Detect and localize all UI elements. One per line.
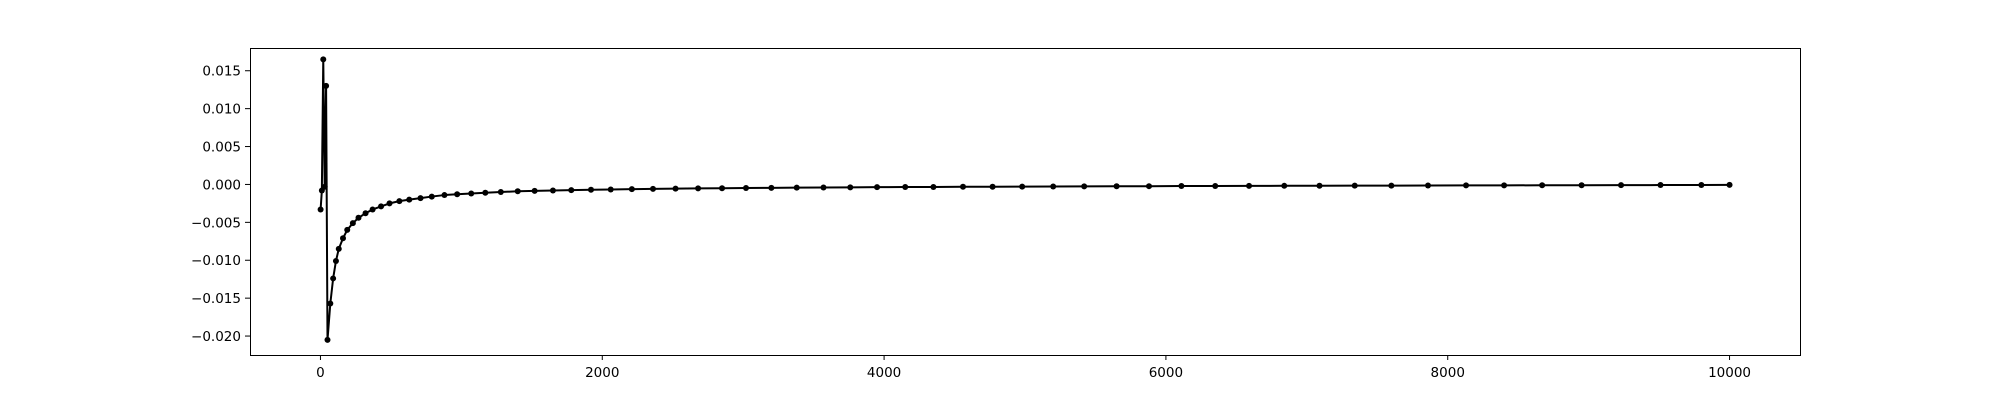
data-point xyxy=(1425,182,1431,189)
data-point xyxy=(497,189,504,196)
data-point xyxy=(1178,183,1185,190)
data-point xyxy=(324,336,331,343)
data-point xyxy=(549,187,556,194)
data-point xyxy=(321,183,328,190)
data-point xyxy=(362,210,369,217)
data-point xyxy=(1618,182,1625,189)
data-point xyxy=(793,184,800,191)
data-point xyxy=(349,220,356,227)
y-tick-label: −0.005 xyxy=(191,215,241,231)
x-tick-label: 4000 xyxy=(867,365,901,381)
data-point xyxy=(588,186,594,193)
data-point xyxy=(1050,183,1057,190)
data-point xyxy=(695,185,702,192)
y-tick-label: −0.015 xyxy=(191,291,241,307)
data-point xyxy=(1113,183,1120,190)
data-point xyxy=(1388,182,1395,189)
data-point xyxy=(930,183,937,190)
data-point xyxy=(874,184,881,191)
data-point xyxy=(743,185,749,192)
data-point xyxy=(568,187,575,194)
data-point xyxy=(441,192,448,199)
y-tick-label: −0.020 xyxy=(191,329,241,345)
data-point xyxy=(468,190,475,197)
data-point xyxy=(1726,181,1733,188)
data-point xyxy=(1501,182,1508,189)
data-point xyxy=(960,183,966,190)
data-point xyxy=(820,184,827,191)
data-point xyxy=(719,185,726,192)
data-point xyxy=(406,196,413,203)
data-point xyxy=(1316,182,1323,189)
data-point xyxy=(1463,182,1470,189)
data-point xyxy=(1212,182,1219,189)
data-point xyxy=(428,193,435,200)
data-point xyxy=(607,186,614,193)
data-point xyxy=(330,275,337,282)
y-tick-label: 0.010 xyxy=(202,102,241,118)
axes-frame xyxy=(250,48,1801,356)
x-tick-label: 8000 xyxy=(1431,365,1465,381)
data-point xyxy=(847,184,854,191)
y-tick-label: 0.000 xyxy=(202,177,241,193)
data-point xyxy=(768,184,775,191)
data-point xyxy=(369,206,376,213)
data-point xyxy=(672,185,679,192)
data-point xyxy=(1081,183,1088,190)
data-point xyxy=(1578,182,1585,189)
data-point xyxy=(332,258,339,264)
series-line xyxy=(319,58,1730,341)
data-point xyxy=(340,235,346,242)
data-point xyxy=(531,187,538,194)
data-point xyxy=(628,186,635,193)
y-tick-label: 0.015 xyxy=(202,64,241,80)
data-point xyxy=(335,245,342,252)
data-point xyxy=(514,188,521,195)
x-tick-label: 10000 xyxy=(1708,365,1751,381)
x-tick-label: 0 xyxy=(316,365,325,381)
data-point xyxy=(327,300,334,307)
data-point xyxy=(323,82,330,89)
data-point xyxy=(396,198,403,205)
y-tick-label: 0.005 xyxy=(202,140,241,156)
y-axis: −0.020 −0.015 −0.010 −0.005 0.000 0.005 0.010 0… xyxy=(191,64,250,345)
data-point xyxy=(1246,182,1253,189)
data-point xyxy=(386,200,393,207)
data-point xyxy=(989,183,996,190)
plot-area xyxy=(250,48,1801,356)
data-point xyxy=(902,184,909,191)
data-point xyxy=(417,195,424,202)
data-point xyxy=(317,206,324,213)
x-axis: 0 2000 4000 6000 8000 10000 xyxy=(316,355,1751,381)
data-point xyxy=(355,214,362,221)
data-point xyxy=(1351,182,1358,189)
series-layer xyxy=(317,56,1733,343)
x-tick-label: 2000 xyxy=(585,365,619,381)
x-tick-label: 6000 xyxy=(1149,365,1183,381)
data-point xyxy=(482,189,489,196)
data-point xyxy=(320,56,327,63)
data-point xyxy=(454,191,461,198)
data-point xyxy=(378,203,385,210)
data-point xyxy=(1146,183,1152,190)
y-tick-label: −0.010 xyxy=(191,253,241,269)
data-point xyxy=(650,185,656,192)
data-point xyxy=(344,226,351,233)
data-point xyxy=(1657,182,1664,189)
data-point xyxy=(1698,181,1705,188)
data-point xyxy=(1019,183,1026,190)
data-point xyxy=(1281,182,1288,189)
data-point xyxy=(1539,182,1546,189)
